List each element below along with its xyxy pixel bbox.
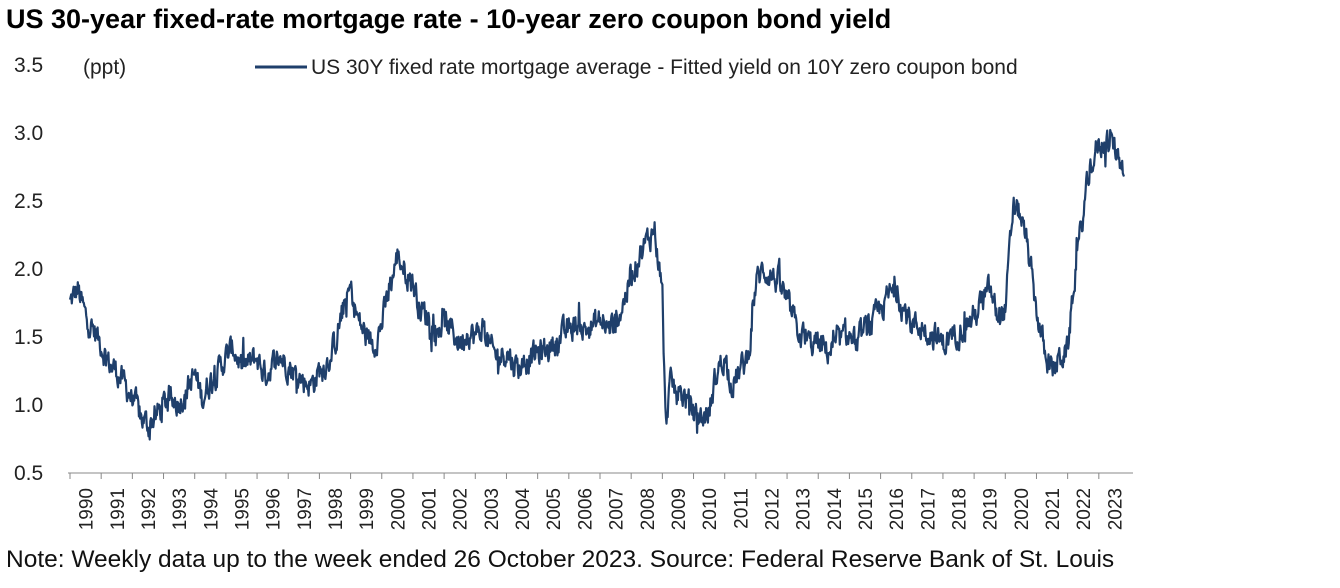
- y-tick-label: 2.0: [14, 258, 43, 281]
- x-tick-label: 2010: [700, 488, 721, 530]
- legend-label: US 30Y fixed rate mortgage average - Fit…: [311, 56, 1018, 79]
- x-tick-label: 2017: [918, 488, 939, 530]
- x-axis-labels: 1990 1991 1992 1993 1994 1995 1996 1997 1998 1999…: [77, 488, 1127, 531]
- x-tick-label: 2004: [513, 488, 534, 531]
- x-tick-label: 2002: [451, 488, 472, 530]
- y-tick-label: 3.5: [14, 54, 43, 77]
- x-tick-label: 2023: [1105, 488, 1126, 530]
- x-axis-ticks: [69, 473, 1100, 479]
- x-tick-label: 1990: [77, 488, 98, 530]
- x-tick-label: 2015: [856, 488, 877, 530]
- x-tick-label: 2020: [1012, 488, 1033, 530]
- x-tick-label: 2022: [1074, 488, 1095, 530]
- x-tick-label: 2005: [544, 488, 565, 530]
- x-tick-label: 1999: [357, 488, 378, 530]
- x-tick-label: 2001: [420, 488, 441, 530]
- x-tick-label: 1991: [108, 488, 129, 530]
- x-tick-label: 2016: [887, 488, 908, 530]
- y-axis: 0.5 1.0 1.5 2.0 2.5 3.0 3.5: [14, 54, 43, 485]
- x-tick-label: 2000: [388, 488, 409, 530]
- y-tick-label: 0.5: [14, 462, 43, 485]
- legend: US 30Y fixed rate mortgage average - Fit…: [255, 56, 1018, 79]
- x-tick-label: 2009: [669, 488, 690, 530]
- y-tick-label: 1.0: [14, 394, 43, 417]
- x-tick-label: 2011: [731, 488, 752, 529]
- x-tick-label: 2003: [482, 488, 503, 530]
- y-tick-label: 3.0: [14, 122, 43, 145]
- x-tick-label: 1997: [295, 488, 316, 530]
- chart-title: US 30-year fixed-rate mortgage rate - 10…: [6, 4, 892, 34]
- x-tick-label: 1994: [201, 488, 222, 531]
- x-tick-label: 1992: [139, 488, 160, 530]
- x-tick-label: 2006: [575, 488, 596, 530]
- x-tick-label: 1995: [232, 488, 253, 530]
- x-tick-label: 1998: [326, 488, 347, 530]
- x-tick-label: 1993: [170, 488, 191, 530]
- x-tick-label: 2018: [950, 488, 971, 530]
- x-tick-label: 2013: [794, 488, 815, 530]
- y-tick-label: 2.5: [14, 190, 43, 213]
- y-unit-label: (ppt): [83, 56, 126, 79]
- x-tick-label: 1996: [264, 488, 285, 530]
- x-tick-label: 2007: [607, 488, 628, 530]
- x-tick-label: 2021: [1043, 488, 1064, 530]
- chart-note: Note: Weekly data up to the week ended 2…: [6, 546, 1115, 573]
- series-line-mortgage-spread: [68, 128, 1126, 441]
- y-tick-label: 1.5: [14, 326, 43, 349]
- x-tick-label: 2012: [762, 488, 783, 530]
- x-tick-label: 2014: [825, 488, 846, 531]
- x-tick-label: 2019: [981, 488, 1002, 530]
- x-tick-label: 2008: [638, 488, 659, 530]
